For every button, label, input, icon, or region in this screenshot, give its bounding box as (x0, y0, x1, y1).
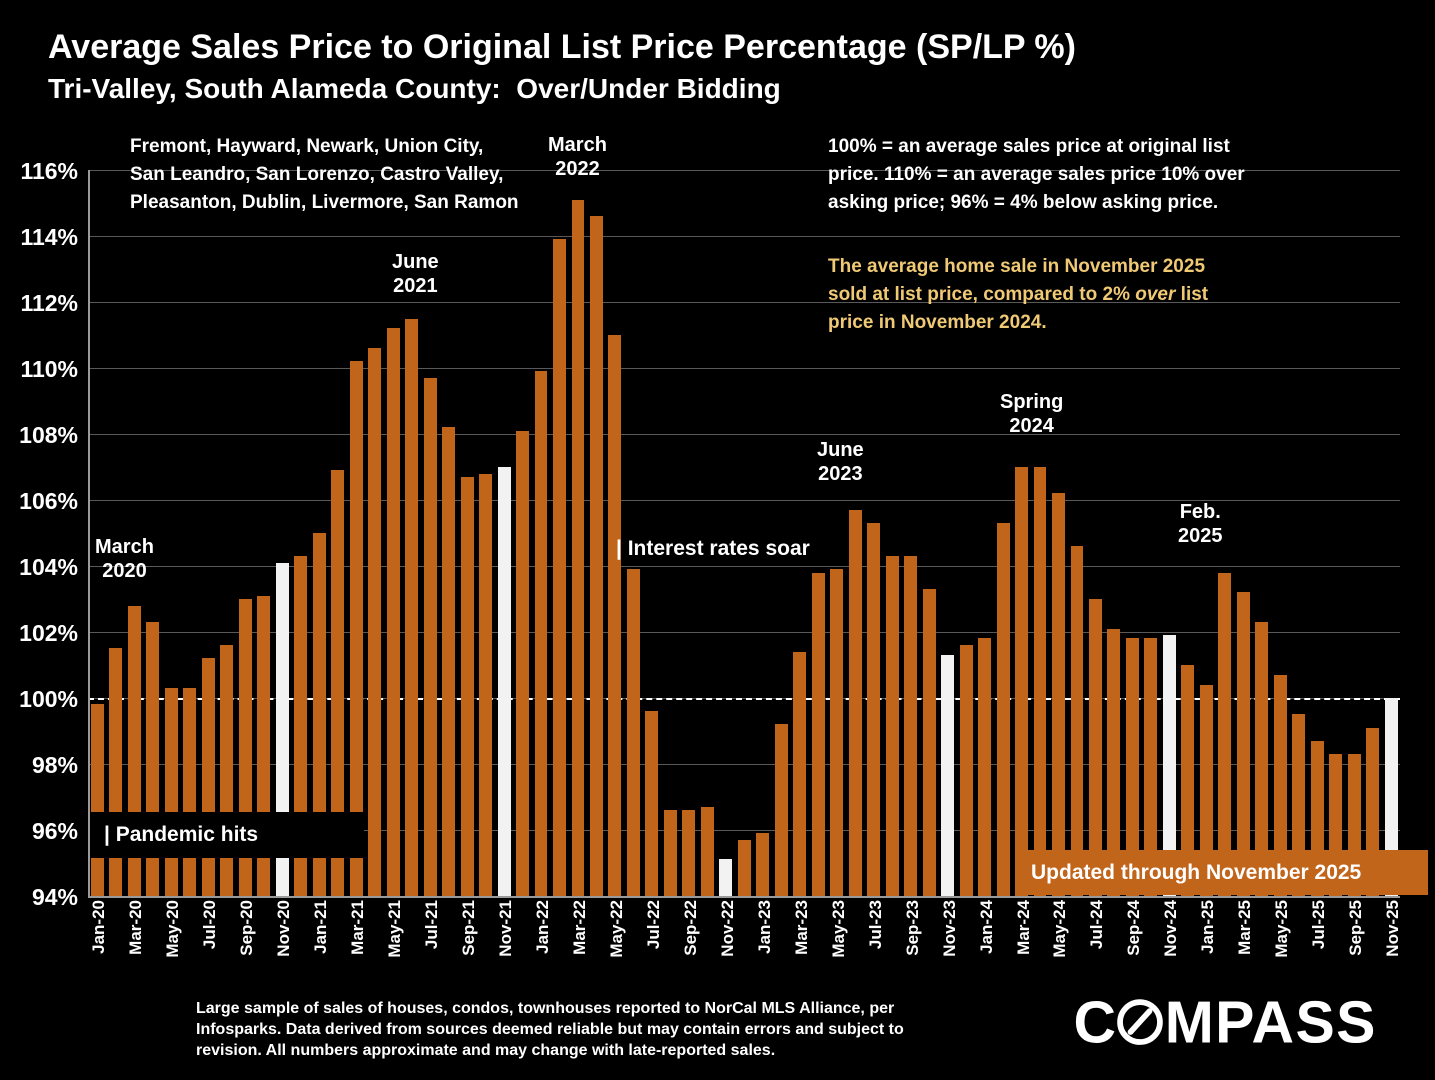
svg-text:MPASS: MPASS (1165, 991, 1377, 1056)
svg-text:C: C (1074, 991, 1118, 1056)
